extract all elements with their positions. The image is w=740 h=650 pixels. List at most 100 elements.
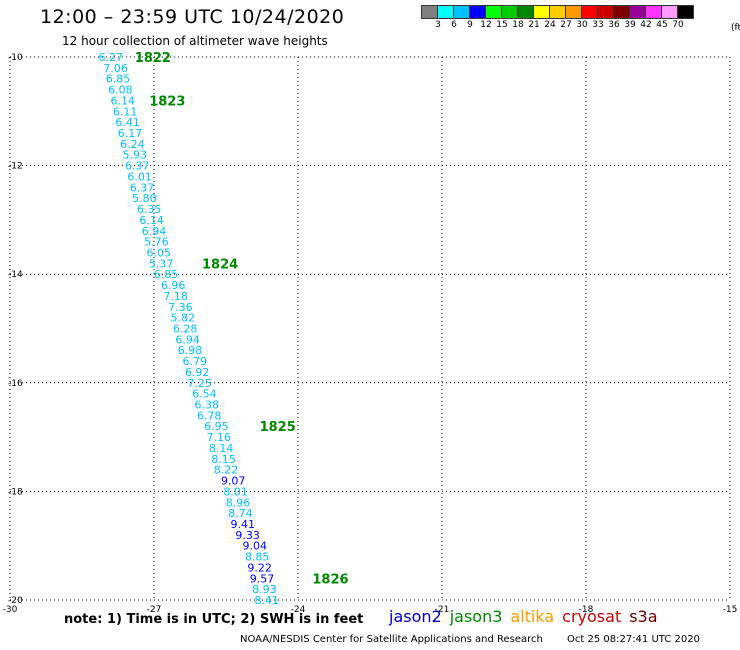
- wave-height-label: 9.33: [235, 529, 260, 542]
- scale-label: 36: [608, 20, 620, 30]
- x-tick-label: -27: [147, 605, 162, 615]
- wave-height-label: 5.80: [132, 192, 157, 205]
- wave-height-label: 7.16: [207, 431, 232, 444]
- wave-height-label: 8.01: [223, 485, 248, 498]
- scale-label: 27: [560, 20, 572, 30]
- footnote: note: 1) Time is in UTC; 2) SWH is in fe…: [64, 612, 364, 627]
- legend-cryosat: cryosat: [562, 607, 622, 626]
- wave-height-label: 6.78: [197, 409, 222, 422]
- wave-height-label: 7.36: [168, 301, 193, 314]
- wave-height-label: 6.14: [111, 94, 136, 107]
- wave-height-label: 6.01: [127, 170, 152, 183]
- color-scale-swatches: [421, 5, 694, 19]
- scale-label: 3: [435, 20, 441, 30]
- wave-height-label: 6.37: [130, 181, 155, 194]
- legend-s3a: s3a: [629, 607, 658, 626]
- wave-height-label: 8.93: [252, 583, 277, 596]
- legend-altika: altika: [510, 607, 555, 626]
- wave-height-label: 6.92: [185, 366, 210, 379]
- chart-title: 12:00 – 23:59 UTC 10/24/2020: [40, 6, 345, 28]
- wave-height-label: 8.15: [211, 453, 236, 466]
- wave-height-label: 7.25: [187, 377, 212, 390]
- wave-height-label: 9.57: [250, 572, 275, 585]
- wave-height-label: 6.98: [178, 344, 203, 357]
- wave-height-label: 6.11: [113, 105, 138, 118]
- wave-height-label: 9.07: [221, 475, 246, 488]
- wave-height-label: 6.79: [183, 355, 208, 368]
- chart-subtitle: 12 hour collection of altimeter wave hei…: [62, 34, 328, 48]
- wave-height-label: 6.95: [204, 420, 229, 433]
- wave-height-label: 6.85: [154, 268, 179, 281]
- wave-height-label: 6.24: [120, 138, 145, 151]
- timestamp-text: Oct 25 08:27:41 UTC 2020: [567, 634, 700, 645]
- wave-height-label: 9.04: [243, 540, 268, 553]
- wave-height-label: 6.08: [108, 84, 133, 97]
- scale-swatch: [677, 5, 694, 19]
- wave-height-label: 6.35: [137, 203, 162, 216]
- wave-height-label: 6.28: [173, 323, 198, 336]
- time-annotation: 1823: [149, 94, 185, 109]
- scale-label: 70: [672, 20, 684, 30]
- time-annotation: 1825: [260, 420, 296, 435]
- wave-height-label: 5.93: [123, 149, 148, 162]
- scale-label: 24: [544, 20, 556, 30]
- wave-height-label: 8.85: [245, 551, 270, 564]
- x-tick-label: -15: [723, 605, 738, 615]
- legend-jason3: jason3: [449, 607, 503, 626]
- wave-height-label: 5.37: [149, 257, 174, 270]
- wave-height-label: 6.41: [115, 116, 140, 129]
- wave-height-label: 8.74: [228, 507, 253, 520]
- satellite-legend: jason2 jason3 altika cryosat s3a: [389, 607, 666, 626]
- scale-label: 39: [624, 20, 636, 30]
- time-annotation: 1822: [135, 51, 171, 66]
- y-tick-label: -20: [8, 596, 23, 606]
- credit-text: NOAA/NESDIS Center for Satellite Applica…: [240, 634, 543, 645]
- wave-height-label: 6.27: [99, 51, 124, 64]
- scale-label: 42: [640, 20, 652, 30]
- y-tick-label: -16: [8, 379, 23, 389]
- time-annotation: 1826: [312, 572, 348, 587]
- legend-jason2: jason2: [389, 607, 442, 626]
- wave-height-label: 9.41: [231, 518, 256, 531]
- wave-height-label: 6.96: [161, 279, 186, 292]
- y-tick-label: -18: [8, 487, 23, 497]
- color-scale: 3 6 9 12 15 18 21 24 27 30 33 36 39 42 45 70: [421, 5, 694, 33]
- scale-label: 6: [451, 20, 457, 30]
- wave-height-label: 6.94: [142, 225, 167, 238]
- wave-height-label: 6.85: [106, 73, 131, 86]
- wave-height-label: 6.05: [147, 246, 172, 259]
- wave-height-label: 6.37: [125, 160, 150, 173]
- x-tick-label: -21: [435, 605, 450, 615]
- y-tick-label: -10: [8, 53, 23, 63]
- scale-label: 18: [512, 20, 524, 30]
- scale-label: 30: [576, 20, 588, 30]
- y-tick-label: -12: [8, 162, 23, 172]
- x-tick-label: -30: [3, 605, 18, 615]
- wave-height-label: 6.94: [175, 333, 200, 346]
- wave-height-label: 9.22: [247, 561, 272, 574]
- x-tick-label: -24: [291, 605, 306, 615]
- scale-label: 9: [467, 20, 473, 30]
- wave-height-label: 6.17: [118, 127, 143, 140]
- wave-height-label: 8.14: [209, 442, 234, 455]
- wave-height-label: 7.06: [103, 62, 128, 75]
- time-annotation: 1824: [202, 257, 238, 272]
- wave-height-label: 8.41: [255, 594, 280, 607]
- x-tick-label: -18: [579, 605, 594, 615]
- color-scale-labels: 3 6 9 12 15 18 21 24 27 30 33 36 39 42 45 70: [421, 19, 693, 33]
- wave-height-label: 6.38: [195, 399, 220, 412]
- wave-height-label: 6.54: [192, 388, 217, 401]
- scale-label: 12: [480, 20, 492, 30]
- wave-height-label: 8.96: [226, 496, 251, 509]
- wave-height-label: 5.76: [144, 236, 169, 249]
- color-scale-unit: (ft): [731, 23, 740, 33]
- wave-height-label: 5.82: [171, 312, 196, 325]
- scale-label: 45: [656, 20, 668, 30]
- y-tick-label: -14: [8, 270, 23, 280]
- wave-height-label: 8.22: [214, 464, 239, 477]
- wave-height-label: 6.14: [139, 214, 164, 227]
- scale-label: 21: [528, 20, 540, 30]
- scale-label: 33: [592, 20, 604, 30]
- wave-height-label: 7.18: [163, 290, 188, 303]
